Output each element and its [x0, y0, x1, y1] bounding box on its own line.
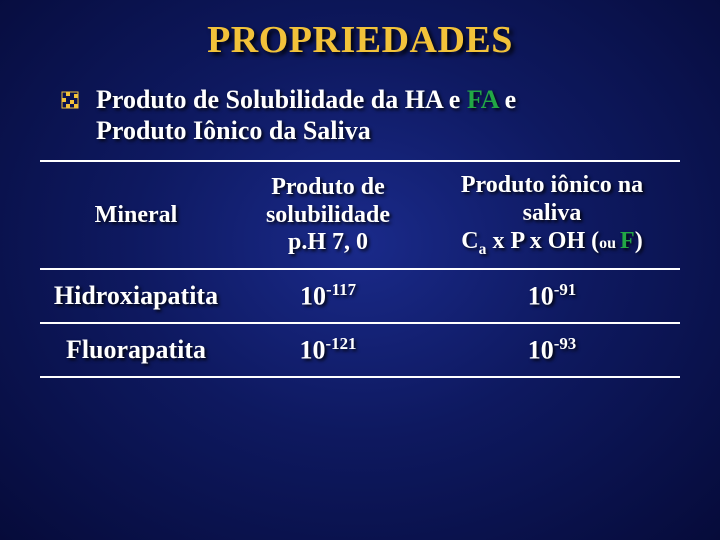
formula-x1: x — [486, 228, 510, 254]
col2-line2: solubilidade — [266, 202, 390, 228]
cell-ionic: 10-91 — [424, 269, 680, 323]
col3-line2: saliva — [523, 200, 582, 226]
cell-mineral: Hidroxiapatita — [40, 269, 232, 323]
bullet-icon — [60, 90, 80, 110]
subtitle-fa: FA — [467, 85, 498, 114]
ion-exp: -91 — [554, 280, 577, 299]
col-header-ionic: Produto iônico na saliva Ca x P x OH (ou… — [424, 161, 680, 269]
ion-exp: -93 — [554, 334, 577, 353]
formula-oh: OH ( — [548, 228, 599, 254]
sol-base: 10 — [300, 282, 326, 311]
subtitle-line2: Produto Iônico da Saliva — [96, 116, 371, 145]
bullet-row: Produto de Solubilidade da HA e FA e Pro… — [40, 84, 680, 146]
table-row: Hidroxiapatita 10-117 10-91 — [40, 269, 680, 323]
table-row: Fluorapatita 10-121 10-93 — [40, 323, 680, 377]
formula-f: F — [620, 228, 635, 254]
ion-base: 10 — [528, 282, 554, 311]
bullet-pixel — [66, 92, 70, 96]
data-table: Mineral Produto de solubilidade p.H 7, 0… — [40, 160, 680, 377]
col-header-mineral: Mineral — [40, 161, 232, 269]
slide-subtitle: Produto de Solubilidade da HA e FA e Pro… — [96, 84, 516, 146]
col-header-solubility: Produto de solubilidade p.H 7, 0 — [232, 161, 424, 269]
formula-p: P — [510, 228, 523, 254]
table-header-row: Mineral Produto de solubilidade p.H 7, 0… — [40, 161, 680, 269]
formula-ca: C — [461, 228, 478, 254]
ion-base: 10 — [528, 336, 554, 365]
slide: PROPRIEDADES Produto de Solubilidade da … — [0, 0, 720, 540]
formula-x2: x — [524, 228, 548, 254]
col2-line1: Produto de — [271, 174, 385, 200]
cell-solubility: 10-117 — [232, 269, 424, 323]
sol-exp: -117 — [326, 280, 356, 299]
formula-close: ) — [635, 228, 643, 254]
ionic-formula: Ca x P x OH (ou F) — [461, 228, 642, 254]
col3-line1: Produto iônico na — [461, 172, 643, 198]
cell-ionic: 10-93 — [424, 323, 680, 377]
cell-mineral: Fluorapatita — [40, 323, 232, 377]
cell-solubility: 10-121 — [232, 323, 424, 377]
table-body: Hidroxiapatita 10-117 10-91 Fluorapatita… — [40, 269, 680, 376]
page-title: PROPRIEDADES — [40, 18, 680, 62]
subtitle-line1-pre: Produto de Solubilidade da HA e — [96, 85, 467, 114]
sol-exp: -121 — [326, 334, 357, 353]
sol-base: 10 — [300, 336, 326, 365]
formula-ou: ou — [599, 235, 620, 252]
subtitle-line1-post: e — [498, 85, 516, 114]
col2-line3: p.H 7, 0 — [288, 229, 368, 255]
